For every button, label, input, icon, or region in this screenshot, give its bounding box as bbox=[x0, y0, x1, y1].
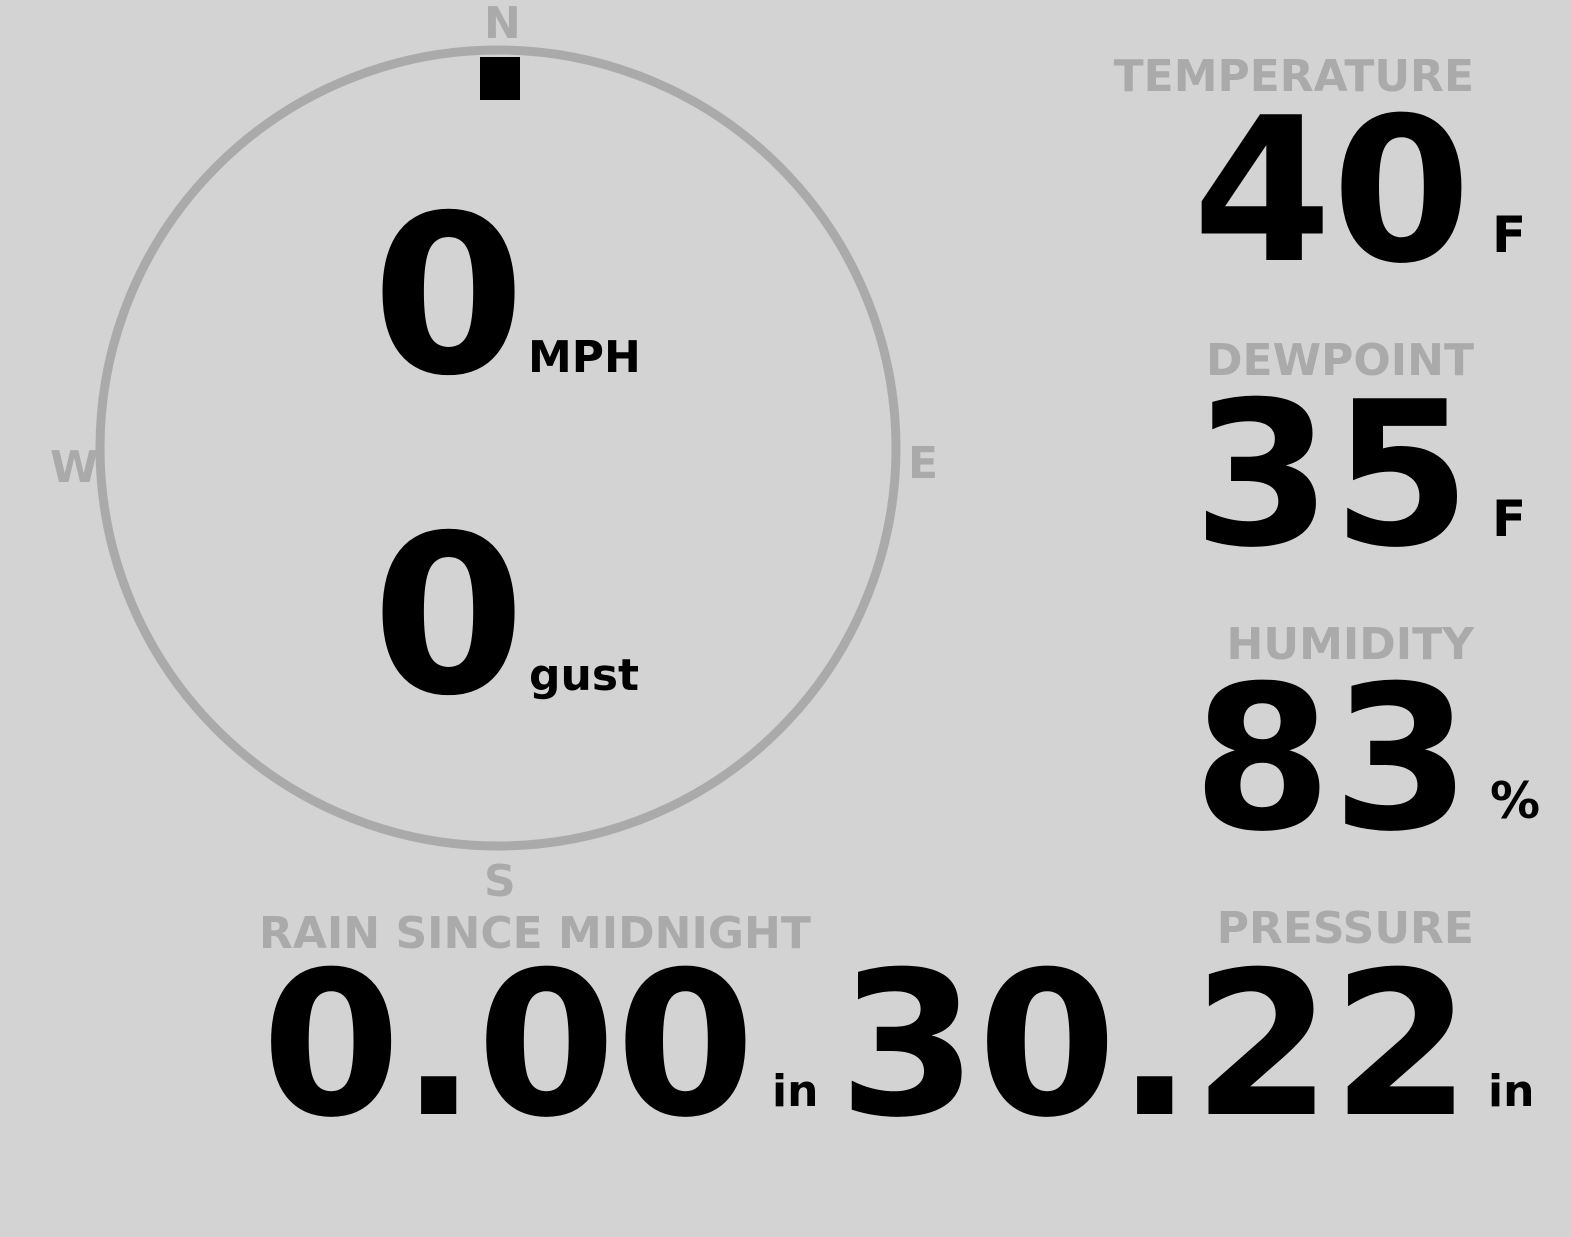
dewpoint-value: 35 bbox=[1192, 359, 1471, 592]
rain-value: 0.00 bbox=[261, 929, 755, 1162]
wind-speed-value: 0 bbox=[372, 168, 526, 424]
gust-unit: gust bbox=[529, 650, 640, 701]
compass-south: S bbox=[484, 856, 516, 907]
rain-unit: in bbox=[772, 1066, 819, 1117]
compass-east: E bbox=[908, 438, 939, 489]
temperature-unit: F bbox=[1492, 206, 1527, 264]
pressure-unit: in bbox=[1488, 1066, 1535, 1117]
dewpoint-label: DEWPOINT bbox=[1206, 335, 1474, 386]
pressure-value: 30.22 bbox=[838, 929, 1471, 1162]
dewpoint-unit: F bbox=[1492, 490, 1527, 548]
pressure-label: PRESSURE bbox=[1216, 903, 1474, 954]
temperature-value: 40 bbox=[1192, 75, 1471, 308]
compass-ring bbox=[95, 45, 901, 851]
wind-direction-marker bbox=[480, 57, 520, 100]
humidity-value: 83 bbox=[1192, 643, 1471, 876]
compass-west: W bbox=[50, 442, 99, 493]
rain-label: RAIN SINCE MIDNIGHT bbox=[259, 908, 811, 959]
wind-compass bbox=[95, 45, 901, 851]
wind-speed-unit: MPH bbox=[528, 332, 641, 383]
humidity-label: HUMIDITY bbox=[1226, 619, 1474, 670]
gust-value: 0 bbox=[372, 488, 526, 744]
humidity-unit: % bbox=[1490, 772, 1541, 830]
temperature-label: TEMPERATURE bbox=[1113, 51, 1474, 102]
compass-north: N bbox=[484, 0, 521, 49]
